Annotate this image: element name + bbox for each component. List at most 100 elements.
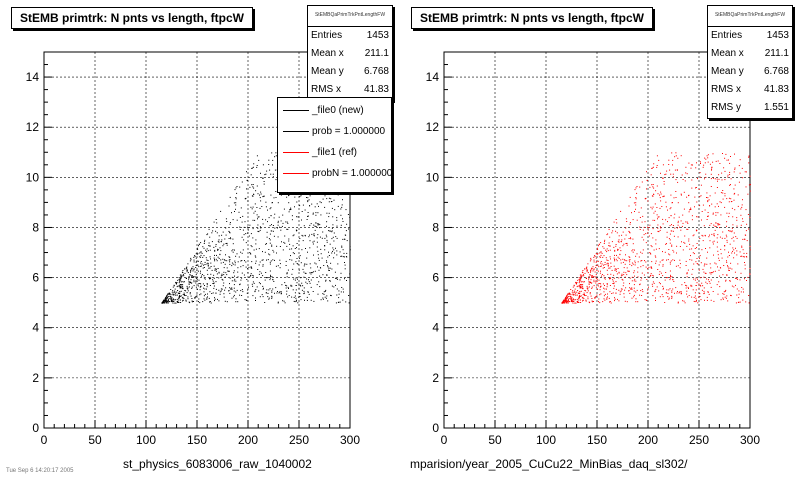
data-point (704, 157, 706, 159)
data-point (603, 275, 605, 277)
data-point (220, 290, 222, 292)
data-point (634, 262, 636, 264)
right-chart-title: StEMB primtrk: N pnts vs length, ftpcW (411, 7, 654, 29)
data-point (221, 274, 223, 276)
data-point (201, 263, 203, 265)
data-point (289, 243, 291, 245)
data-point (745, 230, 747, 232)
data-point (688, 195, 689, 197)
data-point (167, 293, 169, 295)
data-point (299, 296, 301, 297)
data-point (200, 242, 202, 244)
data-point (742, 177, 744, 179)
data-point (653, 212, 655, 214)
data-point (251, 261, 253, 263)
data-point (738, 181, 740, 183)
data-point (685, 172, 687, 174)
data-point (717, 234, 719, 236)
data-point (706, 296, 708, 298)
data-point (336, 217, 338, 219)
data-point (745, 256, 747, 257)
data-point (223, 282, 225, 284)
data-point (624, 260, 626, 262)
data-point (631, 297, 633, 299)
data-point (705, 248, 706, 249)
data-point (349, 273, 351, 275)
data-point (601, 263, 603, 265)
data-point (322, 198, 324, 200)
data-point (747, 214, 749, 215)
data-point (282, 300, 284, 302)
data-point (691, 296, 693, 298)
y-tick-label: 0 (432, 421, 439, 435)
data-point (622, 279, 624, 281)
data-point (241, 252, 243, 254)
data-point (676, 252, 677, 254)
data-point (200, 266, 202, 267)
x-tick-label: 100 (536, 433, 556, 447)
data-point (269, 288, 271, 290)
data-point (260, 283, 261, 285)
data-point (672, 259, 674, 261)
data-point (208, 245, 210, 247)
data-point (717, 223, 719, 225)
data-point (254, 291, 256, 293)
data-point (166, 301, 168, 303)
data-point (324, 195, 326, 197)
data-point (680, 193, 682, 195)
data-point (688, 295, 690, 296)
data-point (689, 248, 691, 250)
data-point (655, 260, 657, 262)
data-point (296, 216, 298, 218)
data-point (658, 216, 660, 218)
data-point (689, 209, 691, 211)
data-point (167, 302, 169, 304)
data-point (589, 293, 591, 295)
data-point (588, 281, 590, 283)
data-point (264, 251, 266, 253)
left-stats-entries: Entries 1453 (311, 30, 389, 41)
data-point (182, 284, 184, 286)
data-point (746, 240, 748, 242)
data-point (268, 289, 270, 291)
data-point (200, 286, 202, 288)
data-point (688, 288, 689, 289)
data-point (270, 230, 272, 232)
data-point (728, 159, 729, 161)
data-point (709, 282, 711, 284)
data-point (686, 285, 688, 287)
data-point (573, 284, 575, 286)
data-point (309, 282, 311, 284)
data-point (347, 276, 349, 278)
data-point (728, 267, 730, 269)
data-point (291, 248, 293, 250)
data-point (195, 261, 197, 263)
data-point (213, 282, 215, 284)
data-point (195, 253, 197, 255)
data-point (633, 272, 635, 274)
data-point (291, 273, 293, 275)
data-point (266, 231, 268, 233)
data-point (607, 262, 609, 264)
data-point (615, 219, 617, 220)
data-point (258, 216, 260, 218)
data-point (603, 287, 605, 289)
data-point (656, 214, 658, 216)
data-point (668, 238, 670, 240)
data-point (254, 203, 256, 205)
data-point (642, 215, 644, 217)
data-point (728, 255, 730, 256)
data-point (167, 297, 169, 299)
data-point (650, 174, 652, 176)
data-point (331, 285, 333, 287)
data-point (589, 281, 591, 283)
data-point (284, 235, 286, 237)
data-point (225, 227, 227, 229)
data-point (732, 236, 734, 238)
data-point (708, 199, 710, 201)
data-point (578, 279, 580, 280)
data-point (623, 293, 625, 295)
data-point (607, 273, 609, 275)
data-point (683, 191, 685, 193)
data-point (694, 292, 696, 294)
